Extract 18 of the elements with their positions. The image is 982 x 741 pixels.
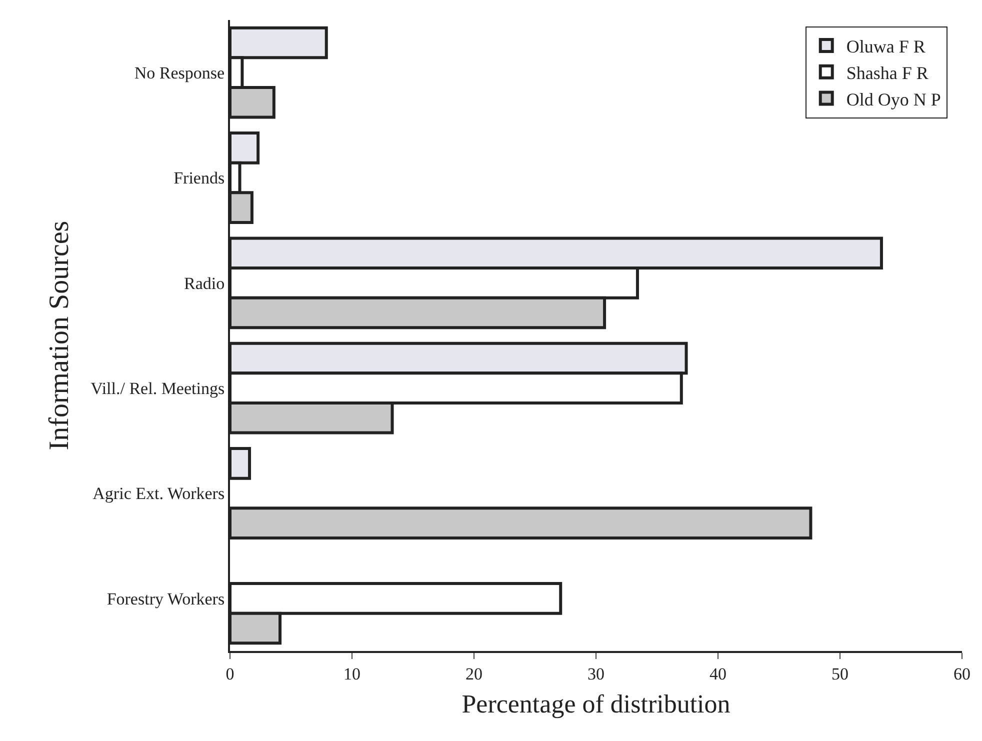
legend-label: Shasha F R: [846, 62, 928, 83]
x-tick-label: 40: [710, 664, 726, 684]
y-tick-label: Vill./ Rel. Meetings: [90, 379, 225, 398]
y-tick-label: Friends: [174, 168, 225, 188]
y-tick-label: Forestry Workers: [106, 589, 225, 608]
y-tick-label: No Response: [134, 64, 225, 83]
legend-label: Oluwa F R: [846, 36, 926, 57]
y-tick-label: Agric Ext. Workers: [92, 484, 225, 504]
x-tick-label: 0: [226, 664, 234, 684]
x-tick-label: 50: [832, 664, 848, 684]
legend-label: Old Oyo N P: [846, 89, 941, 110]
x-tick-label: 20: [466, 664, 482, 684]
x-tick-label: 60: [954, 664, 970, 684]
x-tick-label: 10: [344, 664, 360, 684]
x-axis-title: Percentage of distribution: [462, 690, 730, 719]
y-axis-title: Information Sources: [44, 220, 75, 450]
x-tick-label: 30: [588, 664, 604, 684]
y-tick-label: Radio: [184, 274, 225, 293]
